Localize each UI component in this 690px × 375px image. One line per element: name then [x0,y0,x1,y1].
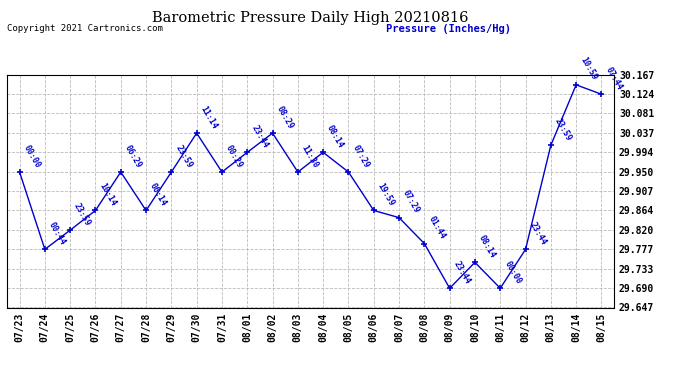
Text: 06:14: 06:14 [148,182,168,208]
Text: 00:44: 00:44 [47,220,67,247]
Text: 00:00: 00:00 [502,260,522,285]
Text: 11:30: 11:30 [300,143,320,169]
Text: 08:29: 08:29 [275,104,295,130]
Text: 01:44: 01:44 [426,214,446,241]
Text: 23:59: 23:59 [72,201,92,227]
Text: 23:44: 23:44 [528,220,548,247]
Text: 23:59: 23:59 [173,143,194,169]
Text: 00:29: 00:29 [224,143,244,169]
Text: 10:59: 10:59 [578,56,598,82]
Text: 08:14: 08:14 [325,123,346,150]
Text: Pressure (Inches/Hg): Pressure (Inches/Hg) [386,24,511,34]
Text: 10:14: 10:14 [97,182,118,208]
Text: 08:14: 08:14 [477,233,497,260]
Text: 00:00: 00:00 [21,143,42,169]
Text: Copyright 2021 Cartronics.com: Copyright 2021 Cartronics.com [7,24,163,33]
Text: 19:59: 19:59 [376,182,396,208]
Text: 23:44: 23:44 [452,260,472,285]
Text: Barometric Pressure Daily High 20210816: Barometric Pressure Daily High 20210816 [152,11,469,25]
Text: 07:29: 07:29 [351,143,371,169]
Text: 23:59: 23:59 [553,116,573,142]
Text: 11:14: 11:14 [199,104,219,130]
Text: 06:29: 06:29 [123,143,143,169]
Text: 07:44: 07:44 [604,65,624,92]
Text: 07:29: 07:29 [401,189,422,215]
Text: 23:44: 23:44 [249,123,270,150]
